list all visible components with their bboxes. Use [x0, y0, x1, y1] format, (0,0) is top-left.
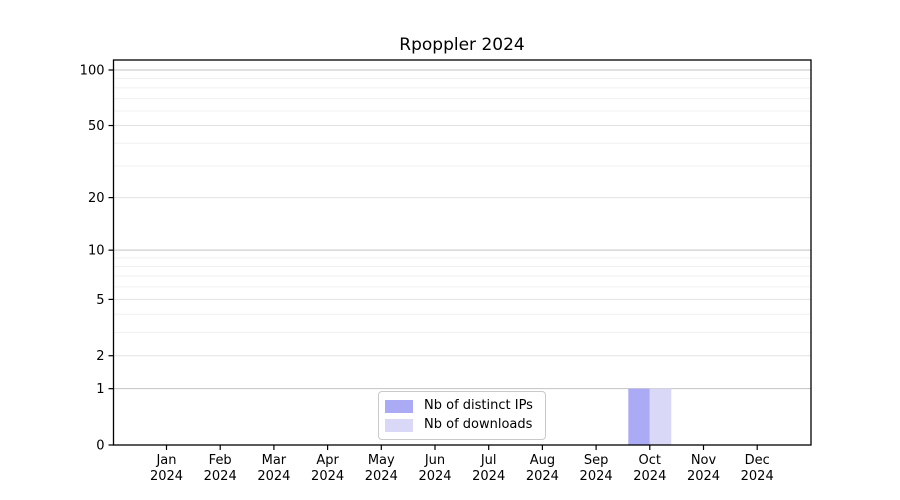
- y-tick-label-2: 2: [96, 349, 104, 364]
- chart-title: Rpoppler 2024: [399, 35, 525, 55]
- legend-label-distinct-ips: Nb of distinct IPs: [424, 398, 533, 413]
- legend: Nb of distinct IPs Nb of downloads: [378, 391, 546, 440]
- y-tick-label-10: 10: [88, 244, 105, 259]
- x-tick-label-year-feb: 2024: [204, 469, 237, 484]
- x-tick-label-month-nov: Nov: [691, 453, 717, 468]
- legend-label-downloads: Nb of downloads: [424, 417, 533, 432]
- legend-swatch-distinct-ips: [385, 399, 413, 413]
- x-tick-label-year-sep: 2024: [580, 469, 613, 484]
- y-tick-label-100: 100: [80, 64, 105, 79]
- x-tick-label-month-feb: Feb: [209, 453, 232, 468]
- x-tick-label-year-jan: 2024: [150, 469, 183, 484]
- y-tick-label-5: 5: [96, 293, 104, 308]
- bar-downloads-oct: [649, 388, 672, 445]
- x-tick-label-month-jul: Jul: [480, 453, 497, 468]
- y-tick-label-0: 0: [96, 439, 104, 454]
- x-tick-label-year-dec: 2024: [741, 469, 774, 484]
- x-tick-label-year-jun: 2024: [418, 469, 451, 484]
- x-tick-label-year-may: 2024: [365, 469, 398, 484]
- x-tick-label-month-dec: Dec: [745, 453, 770, 468]
- y-tick-label-1: 1: [96, 382, 104, 397]
- x-tick-label-month-may: May: [368, 453, 395, 468]
- x-tick-label-month-aug: Aug: [530, 453, 555, 468]
- legend-item-downloads: Nb of downloads: [385, 417, 533, 433]
- x-tick-label-year-oct: 2024: [633, 469, 666, 484]
- plot-frame: [112, 59, 812, 446]
- bar-distinct-ips-oct: [628, 388, 650, 445]
- x-tick-label-month-oct: Oct: [639, 453, 661, 468]
- x-tick-label-year-nov: 2024: [687, 469, 720, 484]
- x-tick-label-month-jan: Jan: [155, 453, 176, 468]
- x-tick-label-month-mar: Mar: [262, 453, 287, 468]
- x-tick-label-year-apr: 2024: [311, 469, 344, 484]
- x-tick-label-month-jun: Jun: [424, 453, 445, 468]
- x-tick-label-month-apr: Apr: [316, 453, 339, 468]
- legend-item-distinct-ips: Nb of distinct IPs: [385, 398, 533, 414]
- x-tick-label-year-jul: 2024: [472, 469, 505, 484]
- x-tick-label-year-mar: 2024: [257, 469, 290, 484]
- y-tick-label-20: 20: [88, 191, 105, 206]
- legend-swatch-downloads: [385, 418, 413, 432]
- x-tick-label-month-sep: Sep: [584, 453, 609, 468]
- y-tick-label-50: 50: [88, 119, 105, 134]
- x-tick-label-year-aug: 2024: [526, 469, 559, 484]
